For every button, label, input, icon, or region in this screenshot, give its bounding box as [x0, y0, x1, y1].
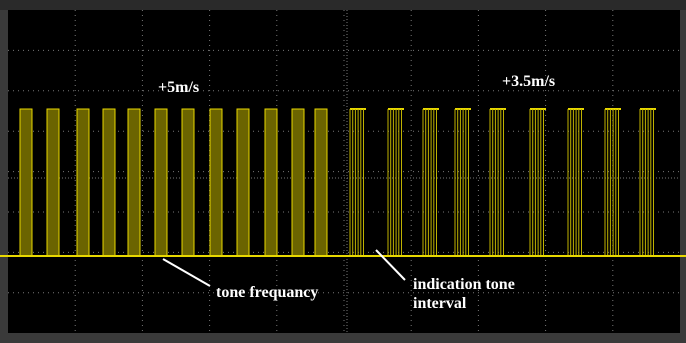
burst	[77, 109, 89, 256]
annotation: indication tone	[413, 276, 515, 293]
burst	[237, 109, 249, 256]
annotation: tone frequancy	[216, 284, 318, 301]
top-bar	[0, 0, 686, 10]
burst	[20, 109, 32, 256]
annotation: interval	[413, 295, 467, 312]
annotation: +3.5m/s	[502, 73, 555, 90]
scope-screen: +5m/s +3.5m/s tone frequancy indication …	[0, 0, 686, 343]
burst	[128, 109, 140, 256]
burst	[315, 109, 327, 256]
annotation: +5m/s	[158, 79, 199, 96]
burst	[292, 109, 304, 256]
burst	[182, 109, 194, 256]
burst	[47, 109, 59, 256]
burst	[210, 109, 222, 256]
page: +5m/s +3.5m/s tone frequancy indication …	[0, 0, 686, 343]
burst	[155, 109, 167, 256]
burst	[265, 109, 277, 256]
burst	[103, 109, 115, 256]
